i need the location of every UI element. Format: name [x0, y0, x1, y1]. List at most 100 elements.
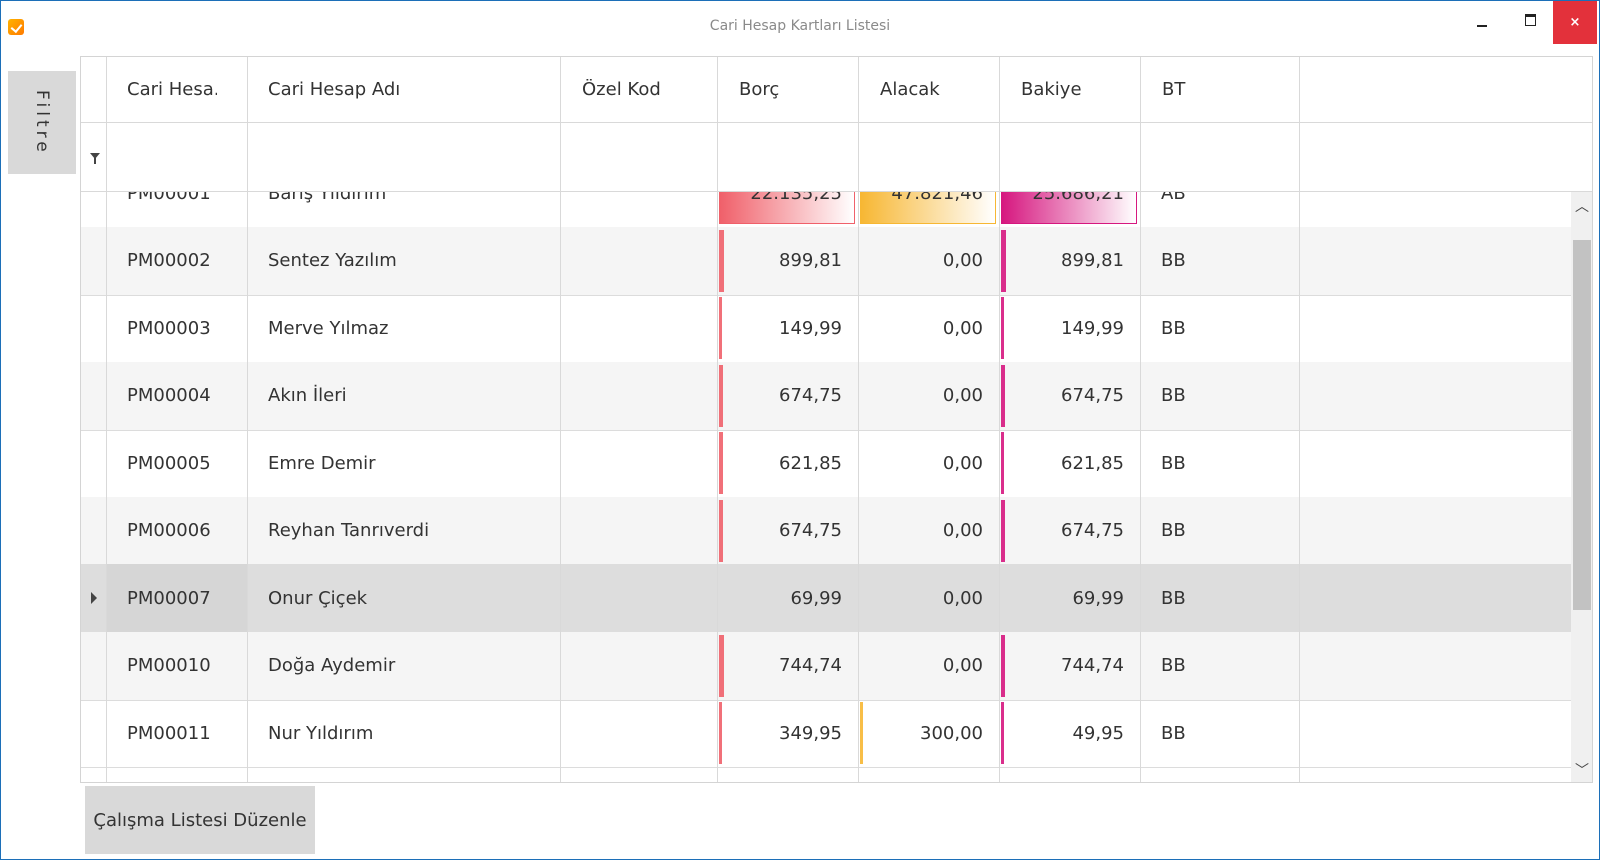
- table-row[interactable]: PM00006 Reyhan Tanrıverdi 674,75 0,00 674,75…: [81, 496, 1571, 566]
- cell-name[interactable]: Akın İleri: [268, 385, 347, 406]
- cell-code[interactable]: PM00001: [127, 192, 211, 204]
- cell-alacak[interactable]: 0,00: [942, 520, 983, 541]
- cell-alacak[interactable]: 0,00: [942, 250, 983, 271]
- data-bar: [719, 634, 724, 697]
- column-divider: [717, 57, 718, 782]
- cell-code[interactable]: PM00004: [127, 385, 211, 406]
- close-button[interactable]: ×: [1553, 1, 1597, 44]
- column-header-name[interactable]: Cari Hesap Adı: [268, 79, 401, 100]
- cell-bakiye[interactable]: 49,95: [1072, 722, 1124, 744]
- cell-code[interactable]: PM00010: [127, 655, 211, 676]
- cell-ozel-kod[interactable]: [561, 362, 717, 430]
- cell-name[interactable]: Emre Demir: [268, 452, 376, 474]
- cell-code[interactable]: PM00005: [127, 452, 211, 474]
- minimize-button[interactable]: [1461, 1, 1503, 44]
- edit-work-list-button[interactable]: Çalışma Listesi Düzenle: [85, 786, 315, 854]
- table-row[interactable]: PM00001 Barış Yıldırım 22.135,25 47.821,46 2…: [81, 192, 1571, 228]
- cell-bakiye[interactable]: 674,75: [1061, 520, 1124, 541]
- auto-filter-row[interactable]: [81, 123, 1592, 192]
- cell-ozel-kod[interactable]: [561, 192, 717, 227]
- filter-panel-tab[interactable]: Filtre: [8, 71, 76, 174]
- filter-funnel-icon[interactable]: [90, 153, 100, 164]
- cell-alacak[interactable]: 300,00: [920, 722, 983, 744]
- table-row[interactable]: PM00010 Doğa Aydemir 744,74 0,00 744,74 BB: [81, 631, 1571, 701]
- cell-code[interactable]: PM00002: [127, 250, 211, 271]
- column-header-code[interactable]: Cari Hesa...: [127, 79, 217, 100]
- column-divider: [999, 57, 1000, 782]
- cell-bt[interactable]: BB: [1161, 722, 1186, 744]
- cell-bakiye[interactable]: 25.686,21: [1032, 192, 1124, 204]
- cell-borc[interactable]: 899,81: [779, 250, 842, 271]
- cell-bt[interactable]: BB: [1161, 317, 1186, 339]
- column-header-bt[interactable]: BT: [1162, 79, 1186, 100]
- cell-bakiye[interactable]: 674,75: [1061, 385, 1124, 406]
- cell-borc[interactable]: 744,74: [779, 655, 842, 676]
- cell-ozel-kod[interactable]: [561, 564, 717, 632]
- cell-bakiye[interactable]: 149,99: [1061, 317, 1124, 339]
- cell-name[interactable]: Sentez Yazılım: [268, 250, 397, 271]
- cell-code[interactable]: PM00003: [127, 317, 211, 339]
- cell-bakiye[interactable]: 744,74: [1061, 655, 1124, 676]
- scroll-up-icon[interactable]: ︿: [1575, 199, 1589, 215]
- table-row[interactable]: PM00007 Onur Çiçek 69,99 0,00 69,99 BB: [81, 564, 1571, 633]
- cell-borc[interactable]: 349,95: [779, 722, 842, 744]
- window-title: Cari Hesap Kartları Listesi: [709, 18, 891, 34]
- table-row[interactable]: PM00005 Emre Demir 621,85 0,00 621,85 BB: [81, 429, 1571, 498]
- cell-name[interactable]: Barış Yıldırım: [268, 192, 387, 204]
- cell-code[interactable]: PM00007: [107, 564, 247, 632]
- table-row[interactable]: PM00004 Akın İleri 674,75 0,00 674,75 BB: [81, 361, 1571, 431]
- cell-bt[interactable]: BB: [1161, 385, 1186, 406]
- cell-code[interactable]: PM00006: [127, 520, 211, 541]
- cell-alacak[interactable]: 47.821,46: [891, 192, 983, 204]
- column-header-bakiye[interactable]: Bakiye: [1021, 79, 1082, 100]
- column-divider: [1299, 57, 1300, 782]
- cell-name[interactable]: Doğa Aydemir: [268, 655, 396, 676]
- cell-alacak[interactable]: 0,00: [942, 452, 983, 474]
- cell-ozel-kod[interactable]: [561, 429, 717, 497]
- cell-alacak[interactable]: 0,00: [942, 317, 983, 339]
- cell-ozel-kod[interactable]: [561, 497, 717, 565]
- cell-borc[interactable]: 621,85: [779, 452, 842, 474]
- cell-bt[interactable]: BB: [1161, 520, 1186, 541]
- scroll-down-icon[interactable]: ﹀: [1575, 763, 1589, 779]
- cell-borc[interactable]: 149,99: [779, 317, 842, 339]
- cell-name[interactable]: Merve Yılmaz: [268, 317, 389, 339]
- data-bar: [1001, 432, 1004, 494]
- cell-bakiye[interactable]: 69,99: [1072, 587, 1124, 609]
- cell-ozel-kod[interactable]: [561, 227, 717, 295]
- cell-code[interactable]: PM00011: [127, 722, 211, 744]
- data-bar: [1001, 634, 1005, 697]
- cell-alacak[interactable]: 0,00: [942, 385, 983, 406]
- cell-alacak[interactable]: 0,00: [942, 655, 983, 676]
- cell-bt[interactable]: AB: [1161, 192, 1186, 204]
- cell-bt[interactable]: BB: [1161, 587, 1186, 609]
- cell-borc[interactable]: 69,99: [790, 587, 842, 609]
- table-row[interactable]: PM00011 Nur Yıldırım 349,95 300,00 49,95 BB: [81, 699, 1571, 768]
- column-header-ozel-kod[interactable]: Özel Kod: [582, 79, 661, 100]
- filter-tab-label: Filtre: [32, 89, 52, 156]
- vertical-scrollbar[interactable]: ︿ ﹀: [1571, 192, 1592, 782]
- scrollbar-thumb[interactable]: [1573, 240, 1591, 610]
- column-header-alacak[interactable]: Alacak: [880, 79, 940, 100]
- cell-borc[interactable]: 674,75: [779, 385, 842, 406]
- table-row[interactable]: PM00003 Merve Yılmaz 149,99 0,00 149,99 BB: [81, 294, 1571, 363]
- cell-ozel-kod[interactable]: [561, 294, 717, 362]
- cell-bakiye[interactable]: 621,85: [1061, 452, 1124, 474]
- cell-ozel-kod[interactable]: [561, 632, 717, 700]
- column-header-borc[interactable]: Borç: [739, 79, 780, 100]
- cell-bt[interactable]: BB: [1161, 452, 1186, 474]
- cell-borc[interactable]: 22.135,25: [750, 192, 842, 204]
- cell-name[interactable]: Onur Çiçek: [268, 587, 368, 609]
- column-divider: [858, 57, 859, 782]
- cell-ozel-kod[interactable]: [561, 699, 717, 767]
- cell-bakiye[interactable]: 899,81: [1061, 250, 1124, 271]
- cell-bt[interactable]: BB: [1161, 250, 1186, 271]
- cell-alacak[interactable]: 0,00: [942, 587, 983, 609]
- table-row[interactable]: PM00002 Sentez Yazılım 899,81 0,00 899,81 BB: [81, 226, 1571, 296]
- cell-name[interactable]: Nur Yıldırım: [268, 722, 374, 744]
- title-bar: Cari Hesap Kartları Listesi ×: [1, 1, 1599, 52]
- cell-bt[interactable]: BB: [1161, 655, 1186, 676]
- maximize-button[interactable]: [1509, 1, 1551, 44]
- cell-borc[interactable]: 674,75: [779, 520, 842, 541]
- cell-name[interactable]: Reyhan Tanrıverdi: [268, 520, 430, 541]
